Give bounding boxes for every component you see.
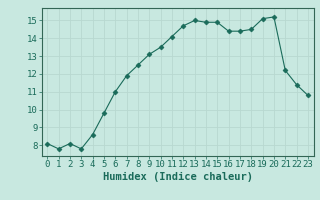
X-axis label: Humidex (Indice chaleur): Humidex (Indice chaleur) — [103, 172, 252, 182]
